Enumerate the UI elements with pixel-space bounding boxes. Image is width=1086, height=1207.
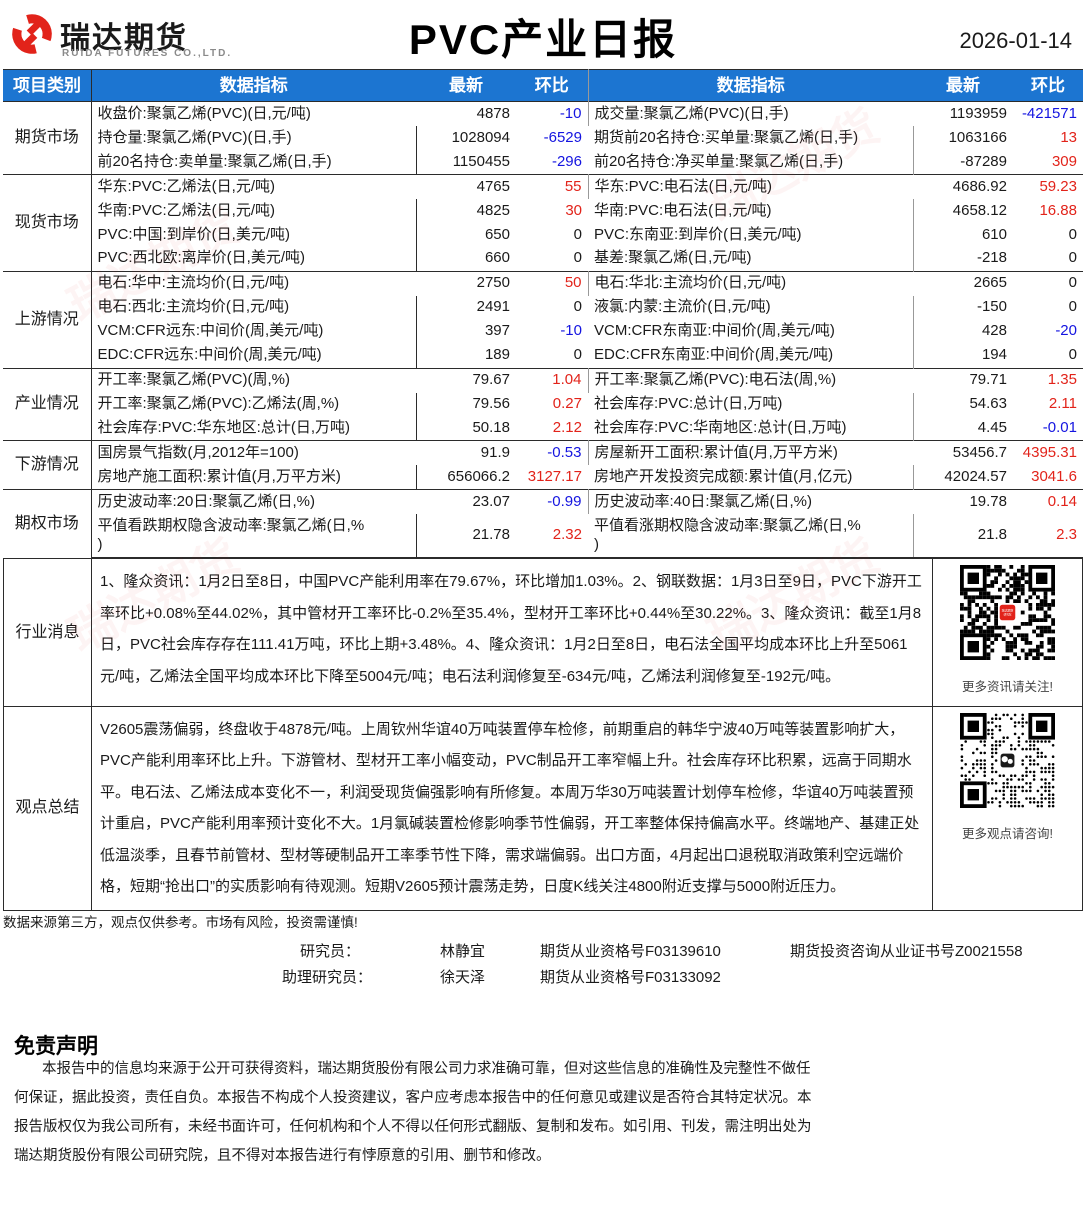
svg-text:研究院: 研究院 bbox=[1004, 612, 1012, 616]
svg-text:瑞达期货: 瑞达期货 bbox=[1002, 608, 1014, 613]
